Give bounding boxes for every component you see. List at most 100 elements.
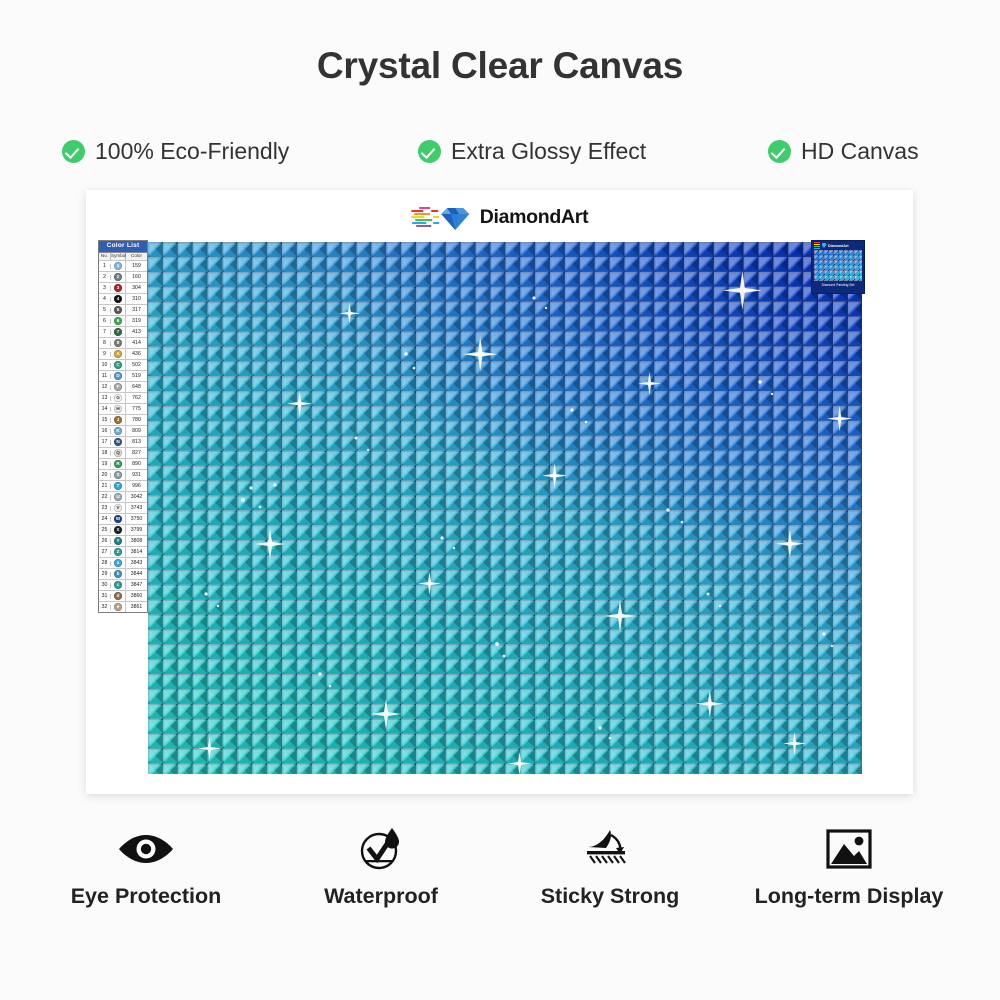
rainbow-stripes-icon	[814, 242, 820, 249]
eye-icon	[116, 826, 176, 872]
cell-color-code: 3847	[130, 581, 143, 588]
cell-color-code: 3860	[130, 592, 143, 599]
cell-symbol: Y	[111, 536, 126, 547]
cell-color-code: 3743	[130, 504, 143, 511]
cell-color-code: 3861	[130, 603, 143, 610]
feature-label: Extra Glossy Effect	[451, 137, 647, 164]
cell-color-code: 502	[132, 361, 141, 368]
color-list-row: 4 4 310	[99, 293, 147, 305]
cell-color-code: 3814	[130, 548, 143, 555]
symbol-swatch: G	[114, 394, 122, 403]
cell-symbol: H	[111, 404, 126, 415]
sticky-brush-icon	[584, 826, 636, 872]
symbol-swatch: J	[114, 416, 122, 425]
cell-color-code: 890	[132, 460, 141, 467]
color-list-row: 24 W 3750	[99, 513, 147, 525]
benefit-label: Long-term Display	[754, 884, 944, 908]
cell-symbol: W	[111, 514, 126, 525]
cell-no: 17	[99, 439, 111, 445]
cell-color-code: 414	[132, 339, 141, 346]
diamond-icon	[821, 243, 827, 248]
cell-color-code: 3750	[130, 515, 143, 522]
cell-no: 24	[99, 516, 111, 522]
symbol-swatch: U	[114, 493, 122, 502]
benefit-eye-protection: Eye Protection	[30, 826, 262, 909]
brand-name: DiamondArt	[479, 206, 589, 229]
cell-symbol: 2	[111, 272, 126, 283]
cell-no: 32	[99, 604, 111, 610]
cell-no: 27	[99, 549, 111, 555]
cell-no: 26	[99, 538, 111, 544]
color-list-row: 3 3 304	[99, 282, 147, 294]
symbol-swatch: K	[114, 427, 122, 436]
symbol-swatch: e	[114, 603, 122, 612]
cell-no: 6	[99, 318, 111, 324]
color-list-row: 1 1 159	[99, 260, 147, 272]
feature-item-hd-canvas: HD Canvas	[768, 132, 919, 170]
color-list-row: 19 R 890	[99, 458, 147, 470]
color-list-row: 5 5 317	[99, 304, 147, 316]
cell-symbol: F	[111, 382, 126, 393]
symbol-swatch: X	[114, 526, 122, 535]
color-list-row: 7 7 413	[99, 326, 147, 338]
canvas-color-gradient	[148, 242, 862, 774]
symbol-swatch: V	[114, 504, 122, 513]
symbol-swatch: H	[114, 405, 122, 414]
feature-item-glossy-effect: Extra Glossy Effect	[418, 132, 646, 170]
thumbnail-brand-bar: DiamondArt	[812, 241, 864, 250]
cell-color-code: 160	[132, 273, 141, 280]
cell-symbol: J	[111, 415, 126, 426]
cell-symbol: C	[111, 360, 126, 371]
cell-color-code: 813	[132, 438, 141, 445]
cell-color-code: 3808	[130, 537, 143, 544]
benefit-long-term-display: Long-term Display	[718, 826, 980, 909]
cell-color-code: 762	[132, 394, 141, 401]
cell-symbol: U	[111, 492, 126, 503]
column-header-symbol: Symbol	[111, 252, 126, 261]
symbol-swatch: 2	[114, 273, 122, 282]
cell-symbol: D	[111, 371, 126, 382]
cell-symbol: K	[111, 426, 126, 437]
color-list-row: 15 J 780	[99, 414, 147, 426]
cell-no: 22	[99, 494, 111, 500]
check-circle-icon	[418, 139, 441, 163]
color-list-row: 16 K 809	[99, 425, 147, 437]
cell-color-code: 3843	[130, 559, 143, 566]
color-list-row: 6 6 319	[99, 315, 147, 327]
cell-color-code: 436	[132, 350, 141, 357]
benefit-label: Waterproof	[324, 884, 438, 908]
waterdrop-check-icon	[358, 826, 404, 872]
cell-no: 14	[99, 406, 111, 412]
symbol-swatch: W	[114, 515, 122, 524]
benefit-waterproof: Waterproof	[270, 826, 492, 909]
feature-item-eco-friendly: 100% Eco-Friendly	[62, 132, 289, 170]
benefit-label: Sticky Strong	[540, 884, 680, 908]
cell-symbol: Q	[111, 448, 126, 459]
cell-color-code: 827	[132, 449, 141, 456]
cell-color-code: 809	[132, 427, 141, 434]
color-list-row: 31 d 3860	[99, 590, 147, 602]
symbol-swatch: 6	[114, 317, 122, 326]
cell-no: 1	[99, 263, 111, 269]
color-list-row: 12 F 648	[99, 381, 147, 393]
cell-symbol: 4	[111, 294, 126, 305]
cell-no: 16	[99, 428, 111, 434]
cell-no: 13	[99, 395, 111, 401]
cell-no: 15	[99, 417, 111, 423]
color-list-header-row: No. Symbol Color	[99, 251, 147, 261]
symbol-swatch: N	[114, 438, 122, 447]
cell-symbol: 1	[111, 261, 126, 272]
cell-no: 8	[99, 340, 111, 346]
feature-checklist: 100% Eco-Friendly Extra Glossy Effect HD…	[0, 132, 1000, 170]
symbol-swatch: 4	[114, 295, 122, 304]
color-list-row: 27 Z 3814	[99, 546, 147, 558]
check-circle-icon	[768, 139, 791, 163]
cell-color-code: 310	[132, 295, 141, 302]
cell-no: 3	[99, 285, 111, 291]
cell-symbol: c	[111, 580, 126, 591]
color-list-row: 28 a 3843	[99, 557, 147, 569]
symbol-swatch: T	[114, 482, 122, 491]
cell-no: 19	[99, 461, 111, 467]
thumbnail-brand-name: DiamondArt	[828, 243, 849, 248]
cell-no: 23	[99, 505, 111, 511]
